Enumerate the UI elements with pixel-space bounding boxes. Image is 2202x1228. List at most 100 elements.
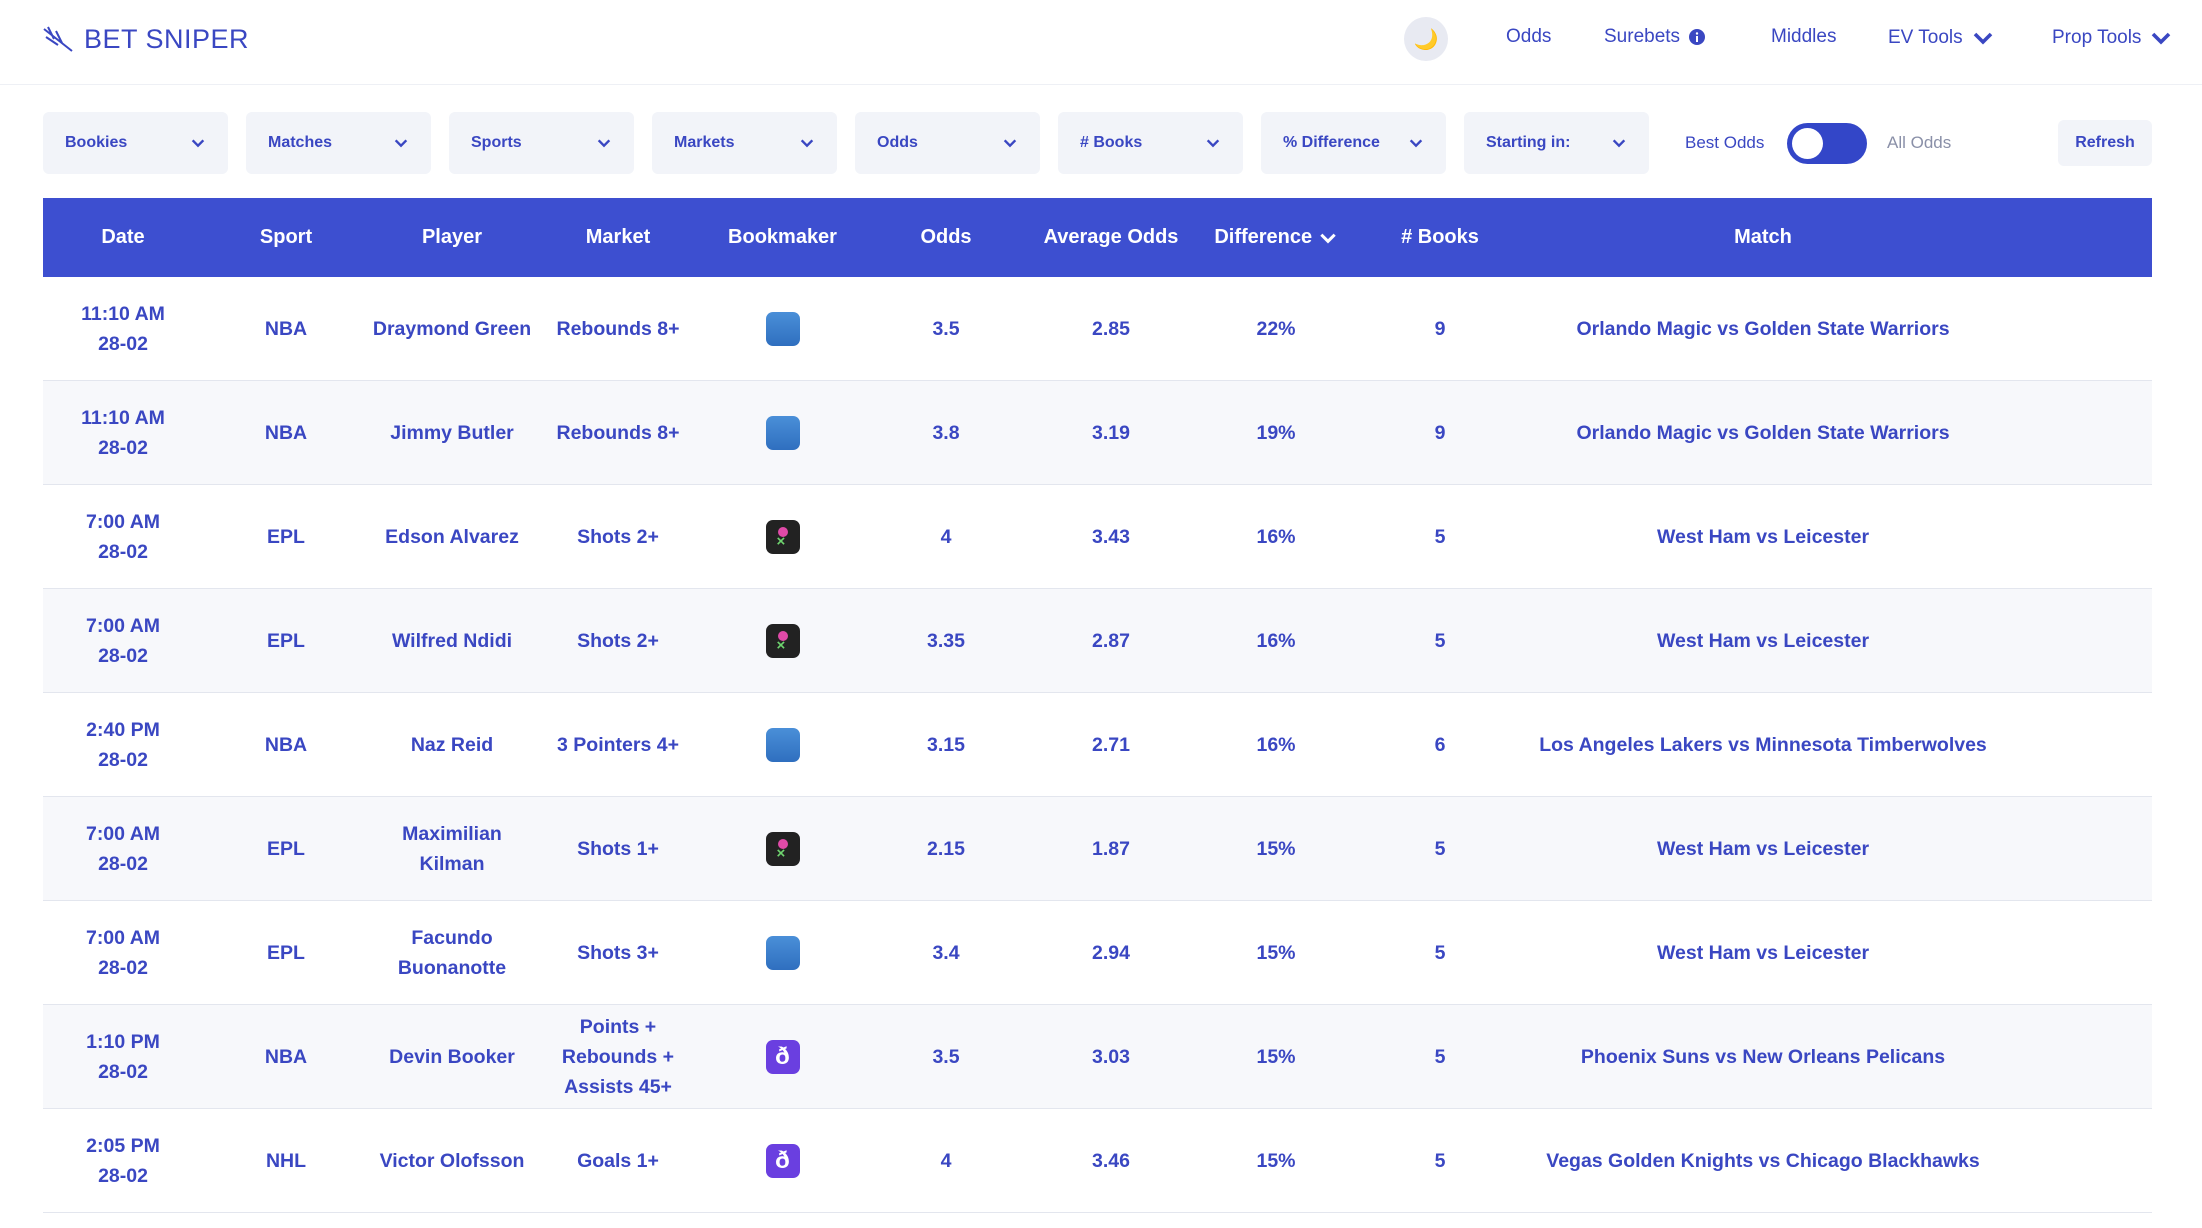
column-header: Odds	[864, 198, 1028, 277]
filter-label: % Difference	[1283, 134, 1380, 151]
date: 28-02	[98, 1164, 148, 1187]
date: 28-02	[98, 332, 148, 355]
match-cell: Vegas Golden Knights vs Chicago Blackhaw…	[1522, 1108, 2152, 1213]
date-cell: 7:00 AM 28-02	[43, 588, 203, 693]
match-cell: Orlando Magic vs Golden State Warriors	[1522, 277, 2152, 381]
avg-cell: 3.03	[1028, 1004, 1194, 1109]
date-cell: 7:00 AM 28-02	[43, 900, 203, 1005]
divider	[0, 84, 2202, 85]
table-row[interactable]: 1:10 PM 28-02 NBA Devin Booker Points + Rebo…	[43, 1004, 2152, 1109]
bookmaker-logo	[765, 311, 800, 346]
match[interactable]: West Ham vs Leicester	[1656, 941, 1870, 964]
avg: 3.03	[1092, 1045, 1130, 1068]
sport-cell: NBA	[203, 277, 369, 381]
diff-cell: 22%	[1194, 277, 1358, 381]
match-cell: West Ham vs Leicester	[1522, 484, 2152, 589]
column-title: Odds	[920, 226, 972, 248]
avg-cell: 2.87	[1028, 588, 1194, 693]
diff: 19%	[1256, 421, 1296, 444]
table-row[interactable]: 7:00 AM 28-02 EPL Facundo Buonanotte Shots 3…	[43, 900, 2152, 1005]
nav-item[interactable]: EV Tools	[1888, 26, 1995, 50]
sport-cell: NHL	[203, 1108, 369, 1213]
chevron	[1206, 139, 1220, 148]
date: 28-02	[98, 1060, 148, 1083]
match[interactable]: Orlando Magic vs Golden State Warriors	[1576, 421, 1950, 444]
time: 11:10 AM	[81, 406, 165, 429]
match[interactable]: Orlando Magic vs Golden State Warriors	[1576, 317, 1950, 340]
filter-dropdown[interactable]: Starting in:	[1464, 112, 1649, 174]
player-cell: Edson Alvarez	[369, 484, 535, 589]
nav-item[interactable]: Middles	[1771, 26, 1836, 48]
books: 5	[1434, 1149, 1446, 1172]
nav-item[interactable]: Surebets	[1604, 26, 1706, 48]
odds-cell: 3.5	[864, 277, 1028, 381]
market: Goals 1+	[577, 1149, 659, 1172]
nav-item[interactable]: Prop Tools	[2052, 26, 2173, 50]
time: 2:40 PM	[86, 718, 160, 741]
table-row[interactable]: 2:05 PM 28-02 NHL Victor Olofsson Goals 1+ ð 4…	[43, 1108, 2152, 1213]
table-row[interactable]: 11:10 AM 28-02 NBA Draymond Green Rebounds 8…	[43, 277, 2152, 381]
sport: EPL	[267, 629, 305, 652]
filter-dropdown[interactable]: Sports	[449, 112, 634, 174]
filter-dropdown[interactable]: Matches	[246, 112, 431, 174]
theme-toggle[interactable]: 🌙	[1404, 17, 1448, 61]
filter-dropdown[interactable]: % Difference	[1261, 112, 1446, 174]
table-row[interactable]: 7:00 AM 28-02 EPL Maximilian Kilman Shots 1+…	[43, 796, 2152, 901]
match[interactable]: West Ham vs Leicester	[1656, 837, 1870, 860]
odds: 2.15	[927, 837, 965, 860]
sport-cell: EPL	[203, 484, 369, 589]
diff: 15%	[1256, 1045, 1296, 1068]
column-header[interactable]: Difference	[1194, 198, 1358, 277]
date-cell: 2:40 PM 28-02	[43, 692, 203, 797]
market-cell: Shots 3+	[535, 900, 701, 1005]
filter-dropdown[interactable]: # Books	[1058, 112, 1243, 174]
player: Jimmy Butler	[390, 421, 514, 444]
table-row[interactable]: 2:40 PM 28-02 NBA Naz Reid 3 Pointers 4+ 3.15…	[43, 692, 2152, 797]
logo[interactable]: BET SNIPER	[42, 24, 249, 55]
match[interactable]: Phoenix Suns vs New Orleans Pelicans	[1580, 1045, 1946, 1068]
nav-item[interactable]: Odds	[1506, 26, 1551, 48]
refresh-button[interactable]: Refresh	[2058, 120, 2152, 166]
avg-cell: 2.94	[1028, 900, 1194, 1005]
avg-cell: 3.46	[1028, 1108, 1194, 1213]
sport-cell: NBA	[203, 380, 369, 485]
date: 28-02	[98, 540, 148, 563]
filter-dropdown[interactable]: Bookies	[43, 112, 228, 174]
filter-dropdown[interactable]: Odds	[855, 112, 1040, 174]
diff: 16%	[1256, 525, 1296, 548]
avg-cell: 2.71	[1028, 692, 1194, 797]
market: Shots 2+	[577, 525, 659, 548]
books: 9	[1434, 421, 1446, 444]
diff-cell: 16%	[1194, 692, 1358, 797]
filter-dropdown[interactable]: Markets	[652, 112, 837, 174]
table-row[interactable]: 11:10 AM 28-02 NBA Jimmy Butler Rebounds 8+ 3…	[43, 380, 2152, 485]
match[interactable]: West Ham vs Leicester	[1656, 525, 1870, 548]
books-cell: 5	[1358, 1004, 1522, 1109]
table-row[interactable]: 7:00 AM 28-02 EPL Wilfred Ndidi Shots 2+ 3.35…	[43, 588, 2152, 693]
player: Devin Booker	[389, 1045, 515, 1068]
column-title: Sport	[259, 226, 313, 248]
table-row[interactable]: 7:00 AM 28-02 EPL Edson Alvarez Shots 2+ 4 3.4…	[43, 484, 2152, 589]
sport: NBA	[264, 421, 308, 444]
books-cell: 6	[1358, 692, 1522, 797]
date-cell: 7:00 AM 28-02	[43, 796, 203, 901]
odds-table: Date Sport Player Market Bookmaker Odds Averag…	[43, 198, 2152, 1213]
player: Wilfred Ndidi	[391, 629, 513, 652]
column-header: Player	[369, 198, 535, 277]
match-cell: Phoenix Suns vs New Orleans Pelicans	[1522, 1004, 2152, 1109]
market-cell: Shots 2+	[535, 588, 701, 693]
match-cell: West Ham vs Leicester	[1522, 796, 2152, 901]
time: 7:00 AM	[85, 926, 161, 949]
player-cell: Victor Olofsson	[369, 1108, 535, 1213]
match[interactable]: Vegas Golden Knights vs Chicago Blackhaw…	[1546, 1149, 1980, 1172]
avg: 2.87	[1092, 629, 1130, 652]
bookmaker-logo	[765, 519, 800, 554]
match[interactable]: Los Angeles Lakers vs Minnesota Timberwo…	[1539, 733, 1987, 756]
time: 7:00 AM	[85, 510, 161, 533]
books: 6	[1434, 733, 1446, 756]
odds-toggle[interactable]	[1787, 123, 1867, 164]
sport: NBA	[264, 733, 308, 756]
match-cell: West Ham vs Leicester	[1522, 588, 2152, 693]
toggle-label: Best Odds	[1685, 133, 1765, 152]
match[interactable]: West Ham vs Leicester	[1656, 629, 1870, 652]
